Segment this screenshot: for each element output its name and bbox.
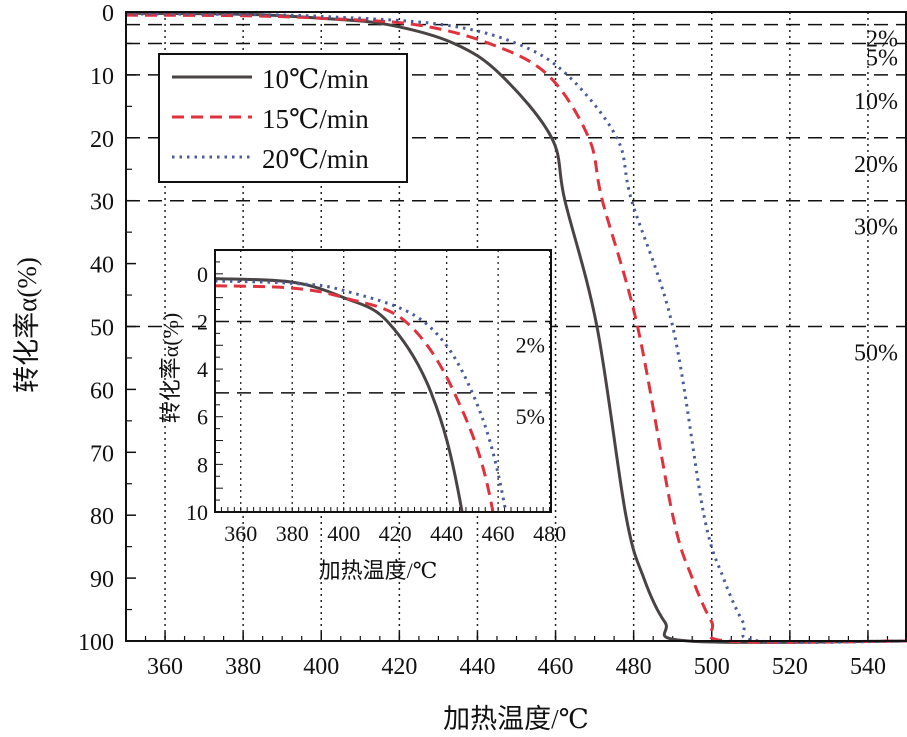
- legend-label-3: 20℃/min: [262, 144, 369, 174]
- legend-label-2: 15℃/min: [262, 104, 369, 134]
- y-tick-label: 50: [90, 316, 114, 342]
- inset-x-tick-label: 460: [482, 521, 515, 546]
- y-tick-label: 100: [78, 630, 114, 656]
- series-line-2: [125, 13, 907, 644]
- inset-x-tick-label: 400: [327, 521, 360, 546]
- y-tick-label: 40: [90, 253, 114, 279]
- x-tick-label: 460: [538, 654, 574, 680]
- inset-y-tick-label: 4: [197, 357, 208, 382]
- inset-y-axis-label: 转化率α(%): [158, 313, 183, 424]
- x-tick-label: 440: [459, 654, 495, 680]
- legend-label-1: 10℃/min: [262, 64, 369, 94]
- series-line-1: [125, 11, 907, 644]
- plot-frame: [125, 11, 907, 642]
- inset-y-tick-label: 6: [197, 405, 208, 430]
- y-tick-label: 60: [90, 378, 114, 404]
- y-tick-label: 20: [90, 127, 114, 153]
- x-tick-label: 480: [616, 654, 652, 680]
- x-axis-label: 加热温度/℃: [443, 704, 589, 734]
- series-line-3: [125, 12, 907, 644]
- x-tick-label: 380: [225, 654, 261, 680]
- inset-frame: [214, 249, 552, 513]
- inset-series-line-3: [215, 279, 508, 512]
- legend: 10℃/min 15℃/min 20℃/min: [158, 53, 408, 183]
- x-tick-label: 400: [303, 654, 339, 680]
- y-tick-label: 30: [90, 190, 114, 216]
- y-tick-label: 0: [102, 1, 114, 27]
- reference-label: 10%: [854, 89, 898, 115]
- reference-label: 5%: [866, 45, 898, 71]
- x-tick-label: 500: [694, 654, 730, 680]
- x-tick-label: 540: [850, 654, 886, 680]
- inset-x-axis-label: 加热温度/℃: [319, 558, 438, 583]
- inset-x-tick-label: 420: [379, 521, 412, 546]
- y-tick-label: 80: [90, 504, 114, 530]
- inset-series-line-2: [215, 284, 495, 512]
- inset-background: [215, 250, 551, 512]
- x-tick-label: 360: [147, 654, 183, 680]
- y-tick-label: 10: [90, 64, 114, 90]
- x-tick-label: 420: [381, 654, 417, 680]
- y-axis-label: 转化率α(%): [12, 257, 42, 393]
- inset-y-tick-label: 2: [197, 309, 208, 334]
- inset-reference-label: 2%: [516, 332, 545, 357]
- reference-label: 20%: [854, 152, 898, 178]
- inset-plot: 360 380 400 420 440 460 480 0 2 4 6 8 10 2% 5% 加热温度/℃ 转化…: [158, 249, 566, 583]
- x-tick-label: 520: [772, 654, 808, 680]
- inset-x-tick-label: 380: [276, 521, 309, 546]
- inset-x-tick-label: 360: [224, 521, 257, 546]
- inset-series-line-1: [215, 277, 464, 512]
- inset-y-tick-label: 10: [186, 500, 208, 525]
- inset-reference-label: 5%: [516, 404, 545, 429]
- inset-y-tick-label: 0: [197, 262, 208, 287]
- reference-label: 30%: [854, 215, 898, 241]
- inset-y-tick-label: 8: [197, 452, 208, 477]
- y-tick-label: 70: [90, 441, 114, 467]
- inset-x-tick-label: 440: [430, 521, 463, 546]
- reference-label: 2%: [866, 27, 898, 53]
- main-plot: 360 380 400 420 440 460 480 500 520 5400102030405…: [12, 1, 907, 734]
- reference-label: 50%: [854, 341, 898, 367]
- inset-x-tick-label: 480: [533, 521, 566, 546]
- y-tick-label: 90: [90, 567, 114, 593]
